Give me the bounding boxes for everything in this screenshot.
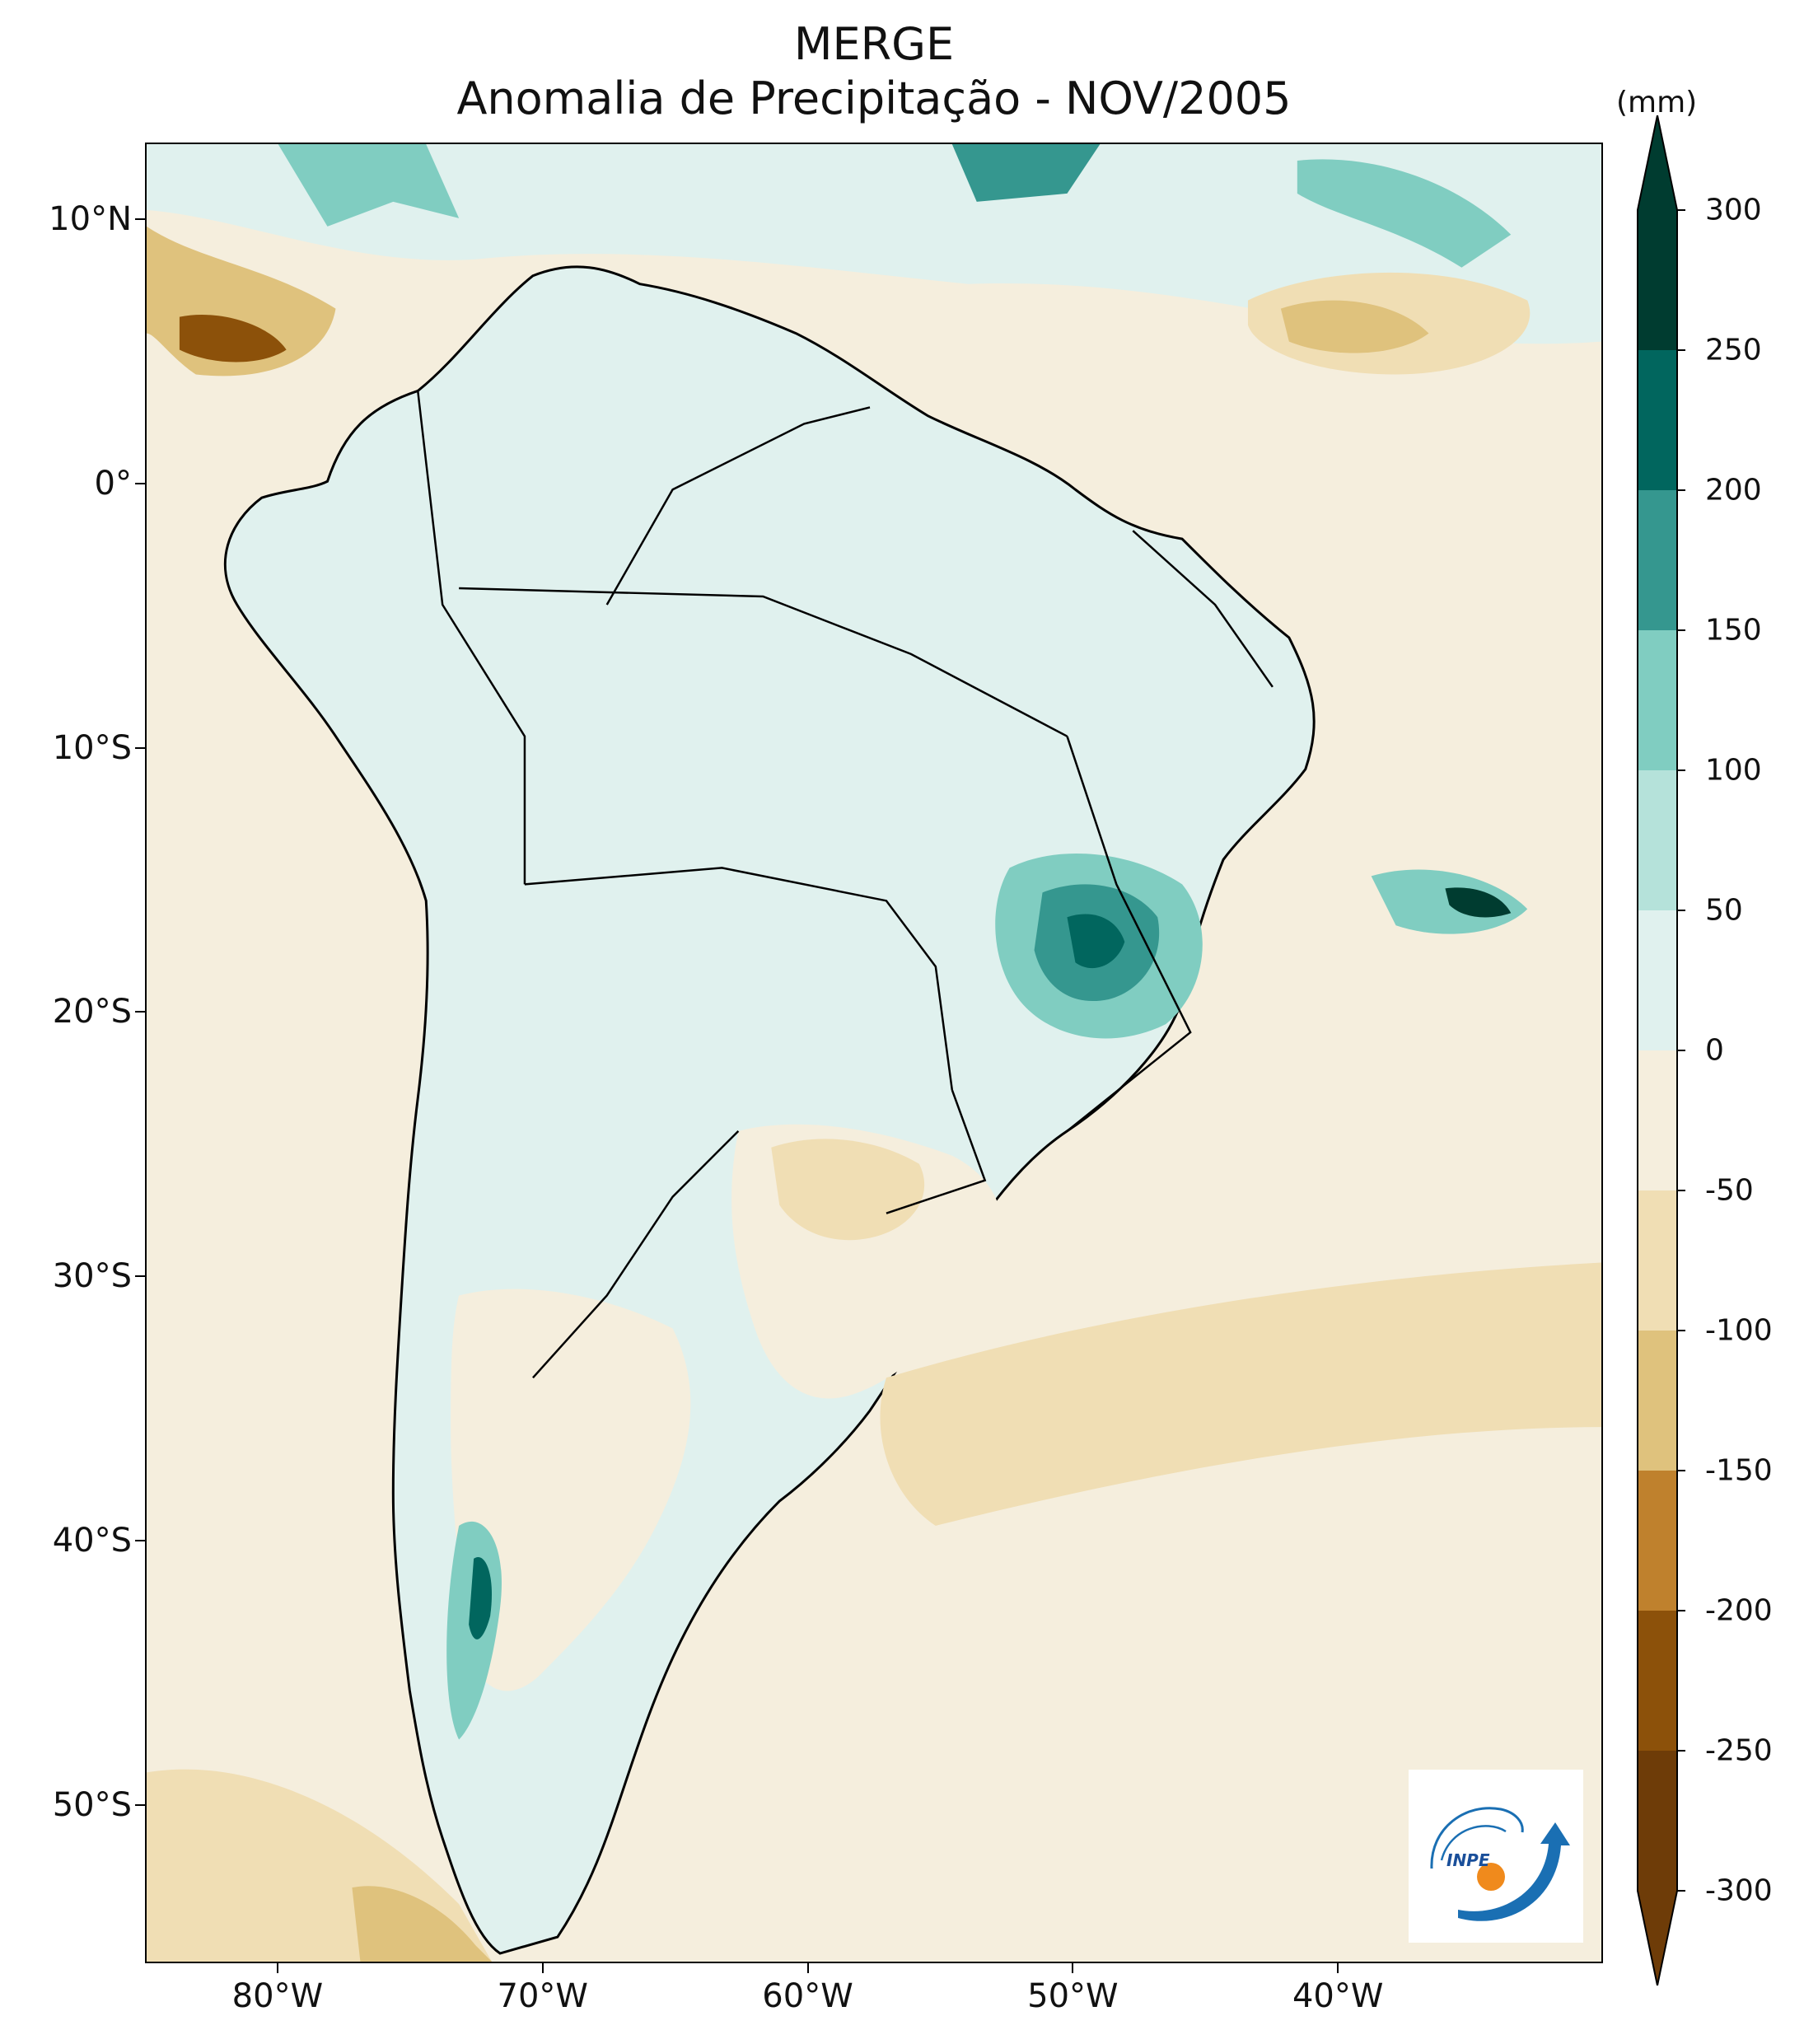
colorbar-tick-label: -250 [1705, 1733, 1773, 1768]
anomaly-peak-central-brazil [1067, 914, 1125, 969]
border-north [605, 406, 871, 606]
anomaly-negative-south-brazil-core [771, 1139, 925, 1241]
anomaly-negative-argentina [451, 1289, 691, 1691]
colorbar-segment [1638, 1611, 1677, 1752]
anomaly-map [147, 144, 1601, 1962]
map-subtitle: Anomalia de Precipitação - NOV/2005 [456, 72, 1292, 124]
lon-tick-label: 80°W [231, 1977, 324, 2015]
map-panel [145, 143, 1603, 1963]
lon-tick [541, 1963, 544, 1973]
colorbar-tick-label: 250 [1705, 333, 1762, 367]
colorbar-tick-label: 150 [1705, 613, 1762, 648]
colorbar-tick [1677, 1610, 1685, 1611]
inpe-logo-text: INPE [1446, 1850, 1490, 1870]
colorbar-segment [1638, 1331, 1677, 1471]
anomaly-atlantic-patch [951, 144, 1101, 202]
colorbar-tick-label: -100 [1705, 1313, 1773, 1348]
colorbar-extend-max [1638, 115, 1677, 210]
colorbar-tick-label: 100 [1705, 753, 1762, 788]
country-borders [417, 391, 1274, 1379]
lat-tick [135, 1275, 145, 1278]
colorbar-tick-label: -50 [1705, 1173, 1754, 1208]
lon-tick [276, 1963, 278, 1973]
lat-tick-label: 50°S [52, 1785, 132, 1824]
colorbar-tick-label: 300 [1705, 193, 1762, 227]
colorbar-tick [1677, 209, 1685, 211]
anomaly-atlantic-patch [1297, 159, 1512, 268]
colorbar-tick [1677, 1050, 1685, 1051]
colorbar-tick-label: 0 [1705, 1033, 1724, 1068]
colorbar-segment [1638, 350, 1677, 491]
anomaly-peak-offshore-east [1445, 887, 1512, 918]
anomaly-peak-andes [469, 1556, 493, 1639]
lon-tick-label: 70°W [497, 1977, 588, 2015]
lon-tick [1072, 1963, 1074, 1973]
colorbar-tick-label: 200 [1705, 473, 1762, 507]
colorbar-tick-label: 50 [1705, 893, 1743, 928]
anomaly-negative-pacific-south-core [352, 1886, 493, 1962]
inpe-logo-graphic [1430, 1807, 1570, 1921]
colorbar-tick [1677, 349, 1685, 351]
border-brazil-states [1066, 736, 1192, 1132]
lat-tick-label: 20°S [52, 993, 132, 1031]
border-andes-west [417, 391, 526, 885]
border-paraguay-argentina [532, 1130, 740, 1379]
lat-tick [135, 1011, 145, 1013]
lon-tick-label: 40°W [1292, 1977, 1384, 2015]
lat-tick-label: 40°S [52, 1521, 132, 1560]
lon-tick-label: 60°W [762, 1977, 853, 2015]
colorbar-tick [1677, 1890, 1685, 1892]
colorbar-tick [1677, 1330, 1685, 1331]
lat-tick-label: 30°S [52, 1257, 132, 1296]
border-bolivia [524, 867, 954, 1091]
lat-tick-label: 0° [94, 464, 132, 503]
colorbar-tick [1677, 629, 1685, 631]
anomaly-negative-atlantic-core [1280, 300, 1429, 353]
colorbar-segment [1638, 1190, 1677, 1331]
border-parana [886, 1089, 987, 1214]
colorbar-segment [1638, 1050, 1677, 1191]
inpe-logo: INPE [1409, 1770, 1583, 1943]
anomaly-north-atlantic-positive [147, 144, 1601, 344]
colorbar-tick [1677, 1470, 1685, 1471]
colorbar-extend-min [1638, 1891, 1677, 1986]
lat-tick [135, 746, 145, 749]
colorbar-segment [1638, 770, 1677, 911]
lat-tick-label: 10°S [52, 728, 132, 767]
colorbar [1637, 115, 1678, 1986]
colorbar-segment [1638, 210, 1677, 351]
lat-tick [135, 218, 145, 221]
colorbar-tick [1677, 769, 1685, 771]
colorbar-unit: (mm) [1616, 86, 1698, 119]
anomaly-caribbean-patch [278, 144, 460, 227]
lat-tick [135, 482, 145, 484]
colorbar-segment [1638, 1471, 1677, 1611]
colorbar-segment [1638, 630, 1677, 771]
lat-tick [135, 1539, 145, 1541]
colorbar-tick [1677, 1190, 1685, 1191]
colorbar-segment [1638, 910, 1677, 1051]
anomaly-negative-south-atlantic [880, 1262, 1601, 1526]
colorbar-tick-label: -200 [1705, 1593, 1773, 1628]
lat-tick-label: 10°N [49, 200, 132, 239]
colorbar-tick-label: -300 [1705, 1873, 1773, 1908]
map-title: MERGE [793, 18, 955, 70]
anomaly-strong-negative-colombia [179, 315, 287, 362]
lon-tick-label: 50°W [1027, 1977, 1119, 2015]
colorbar-tick [1677, 489, 1685, 491]
border-northeast [1132, 530, 1274, 688]
colorbar-tick-label: -150 [1705, 1453, 1773, 1488]
colorbar-tick [1677, 1750, 1685, 1752]
colorbar-segment [1638, 490, 1677, 631]
lat-tick [135, 1803, 145, 1806]
colorbar-tick [1677, 910, 1685, 911]
border-amazon [459, 587, 1068, 737]
lon-tick [1337, 1963, 1339, 1973]
lon-tick [806, 1963, 809, 1973]
colorbar-segment [1638, 1751, 1677, 1892]
